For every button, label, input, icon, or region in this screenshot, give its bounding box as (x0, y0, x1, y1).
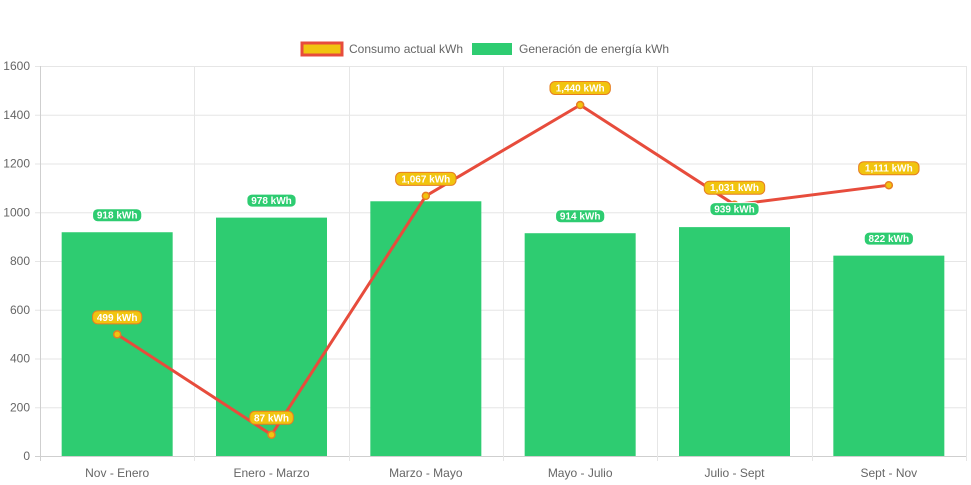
x-tick-label: Sept - Nov (860, 466, 917, 480)
line-series (112, 100, 894, 440)
line-data-label-text: 87 kWh (254, 413, 289, 424)
legend-swatch-generacion (472, 43, 512, 55)
line-data-label-bg (703, 180, 766, 195)
line-data-label: 1,111 kWh (858, 161, 920, 176)
y-tick-label: 400 (10, 352, 30, 366)
line-data-label: 1,031 kWh (703, 180, 766, 195)
legend-item-consumo[interactable]: Consumo actual kWh (300, 41, 463, 57)
x-tick-label: Enero - Marzo (233, 466, 309, 480)
x-tick-label: Marzo - Mayo (389, 466, 463, 480)
line-data-label-bg (858, 161, 920, 176)
bar-data-label: 939 kWh (709, 202, 760, 217)
bar (524, 233, 636, 456)
bar-data-label: 822 kWh (863, 231, 914, 246)
bar-data-label-text: 918 kWh (97, 211, 138, 222)
y-tick-label: 1400 (3, 108, 30, 122)
y-tick-label: 600 (10, 303, 30, 317)
bar-data-label: 918 kWh (92, 208, 143, 223)
line-data-label-text: 499 kWh (97, 313, 138, 324)
bar-data-label-bg (246, 193, 297, 208)
x-tick-label: Julio - Sept (704, 466, 765, 480)
bar-series (61, 201, 945, 456)
line-data-label-text: 1,111 kWh (865, 164, 913, 175)
line-data-label: 499 kWh (92, 310, 143, 325)
bar-data-label-bg (555, 209, 606, 224)
line-data-label: 1,440 kWh (549, 81, 611, 95)
line-point (267, 430, 276, 440)
bar-data-label: 914 kWh (555, 209, 606, 224)
line-point (884, 180, 894, 190)
line-data-label-bg (92, 310, 143, 325)
legend[interactable]: Consumo actual kWh Generación de energía … (300, 41, 669, 57)
bar-data-label-text: 978 kWh (251, 196, 292, 207)
x-tick-label: Nov - Enero (85, 466, 149, 480)
bar-data-label-text: 822 kWh (869, 234, 910, 245)
y-tick-label: 1600 (3, 59, 30, 73)
line-path (116, 103, 890, 437)
x-tick-label: Mayo - Julio (548, 466, 613, 480)
line-data-label-text: 1,031 kWh (710, 183, 759, 194)
legend-label-consumo: Consumo actual kWh (349, 42, 463, 56)
bar-data-label: 978 kWh (246, 193, 297, 208)
y-tick-label: 1000 (3, 205, 30, 219)
y-tick-label: 800 (10, 254, 30, 268)
bar (61, 232, 173, 456)
line-data-label-bg (549, 81, 611, 95)
y-tick-label: 1200 (3, 157, 30, 171)
line-data-label-bg (249, 410, 294, 425)
data-labels: 918 kWh 978 kWh 914 kWh 939 kWh 822 kWh 499 k… (92, 81, 920, 425)
legend-item-generacion[interactable]: Generación de energía kWh (472, 42, 669, 56)
bar-data-label-text: 914 kWh (560, 212, 601, 223)
bar-data-label-text: 939 kWh (714, 205, 755, 216)
bar (370, 201, 482, 456)
line-data-label-text: 1,440 kWh (556, 84, 605, 95)
line-point (112, 330, 122, 339)
legend-label-generacion: Generación de energía kWh (519, 42, 669, 56)
bar-data-label-bg (709, 202, 760, 217)
grid (35, 66, 967, 461)
x-axis: Nov - Enero Enero - Marzo Marzo - Mayo Mayo… (85, 466, 917, 480)
line-data-label-bg (395, 171, 457, 186)
y-tick-label: 0 (23, 449, 30, 463)
legend-swatch-consumo (300, 41, 344, 57)
line-data-label-text: 1,067 kWh (401, 174, 450, 185)
bar-data-label-bg (863, 231, 914, 246)
line-data-label: 87 kWh (249, 410, 294, 425)
bar (833, 255, 945, 456)
line-point (421, 191, 431, 201)
bar-data-label-bg (92, 208, 143, 223)
line-point (575, 100, 585, 110)
y-axis: 0 200 400 600 800 1000 1200 1400 1600 (3, 59, 30, 463)
bar (679, 227, 790, 456)
y-tick-label: 200 (10, 400, 30, 414)
line-data-label: 1,067 kWh (395, 171, 457, 186)
